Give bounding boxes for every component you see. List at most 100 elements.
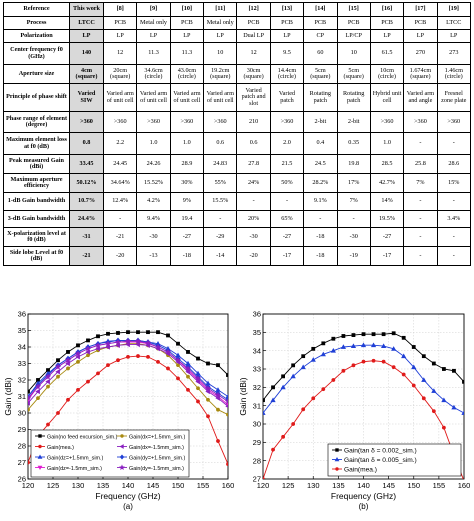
header-cell: [8] (102, 2, 138, 17)
legend-label: Gain(tan δ = 0.002_sim.) (344, 447, 417, 454)
data-point (54, 363, 62, 370)
table-cell: - (403, 227, 438, 247)
y-tick-label: 33 (253, 365, 261, 374)
table-cell: 60 (303, 42, 338, 65)
header-cell: [16] (369, 2, 405, 17)
table-cell: - (403, 246, 438, 266)
table-cell: PCB (336, 16, 371, 30)
y-tick-label: 34 (18, 343, 26, 352)
data-point (119, 454, 125, 460)
table-cell: 1.0 (169, 132, 205, 155)
table-cell: -17 (369, 246, 405, 266)
y-axis-label: Gain (dBi) (3, 377, 13, 415)
this-work-cell: 10.7% (69, 192, 104, 211)
this-work-cell: -21 (69, 246, 104, 266)
data-point (300, 364, 306, 370)
table-cell: 15% (436, 173, 471, 193)
this-work-cell: >360 (69, 111, 104, 133)
table-cell: PCB (236, 16, 271, 30)
table-cell: 34.64% (102, 173, 138, 193)
data-point (451, 404, 457, 410)
table-row: Process LTCC PCB Metal only PCB Metal only PCB… (3, 16, 471, 30)
table-cell: 15.5% (203, 192, 238, 211)
data-point (55, 369, 60, 375)
legend-label: Gain(dx=+1.5mm_sim.) (129, 434, 186, 440)
data-point (330, 347, 336, 353)
x-tick-label: 125 (47, 481, 60, 490)
legend-box (327, 443, 462, 477)
this-work-cell: 4cm (square) (69, 64, 104, 84)
table-cell: 28.2% (303, 173, 338, 193)
table-cell: Hybrid unit cell (369, 83, 405, 112)
data-point (360, 342, 367, 348)
legend-label: Gain(dx=-1.5mm_sim.) (129, 445, 184, 451)
table-row: Center frequency f0 (GHz) 140 12 11.3 11.3 10… (3, 42, 471, 65)
data-point (120, 434, 124, 438)
table-cell: 34.6cm (circle) (136, 64, 171, 84)
table-cell: 0.4 (303, 132, 338, 155)
data-point (452, 368, 456, 373)
table-cell: 7% (403, 173, 438, 193)
x-tick-label: 140 (357, 481, 370, 490)
table-cell: -20 (236, 246, 271, 266)
table-cell: 65% (269, 210, 305, 228)
data-point (206, 361, 210, 366)
legend: Gain(tan δ = 0.002_sim.) Gain(tan δ = 0.0… (327, 443, 462, 477)
table-cell: 24.26 (136, 154, 171, 174)
legend-item: Gain(dz=+1.5mm_sim.) (35, 454, 104, 461)
data-point (335, 467, 339, 471)
data-point (214, 391, 222, 398)
table-cell: - (236, 192, 271, 211)
table-cell: Dual LP (236, 29, 271, 43)
data-point (263, 398, 265, 403)
table-cell: 10 (203, 42, 238, 65)
table-cell: 1.674cm (square) (403, 64, 438, 84)
data-point (44, 373, 52, 380)
data-point (85, 349, 90, 355)
table-cell: 24.5 (303, 154, 338, 174)
data-point (391, 346, 397, 351)
x-axis-label: Frequency (GHz) (95, 491, 160, 501)
data-point (146, 330, 150, 335)
table-cell: Varied patch and slot (236, 83, 271, 112)
row-label: Principle of phase shift (3, 83, 70, 112)
table-cell: -30 (336, 227, 371, 247)
data-point (320, 351, 326, 357)
this-work-cell: 50.12% (69, 173, 104, 193)
y-tick-label: 26 (18, 475, 26, 484)
table-cell: 10 (336, 42, 371, 65)
table-cell: Varied patch (269, 83, 305, 112)
table-cell: LP (203, 29, 238, 43)
data-point (126, 355, 130, 359)
data-point (351, 333, 356, 337)
table-cell: 19.8 (336, 154, 371, 174)
table-row: Aperture size 4cm (square) 20cm (square) 34… (3, 64, 471, 84)
legend-label: Gain(dy=+1.5mm_sim.) (129, 455, 186, 461)
header-cell: [14] (303, 2, 338, 17)
table-cell: PCB (169, 16, 205, 30)
y-tick-label: 30 (253, 420, 261, 429)
data-point (136, 354, 140, 358)
data-point (341, 368, 346, 373)
table-row: Polarization LP LP LP LP LP Dual LP LP CP LP/CP LP… (3, 29, 471, 43)
data-point (224, 398, 228, 405)
data-point (442, 367, 446, 371)
data-point (28, 389, 30, 394)
table-cell: >360 (136, 111, 171, 133)
gain-chart-a: 120 125 130 135 140 145 150 155 160 26 27 28 29 30 31 3… (3, 310, 234, 511)
table-cell: 5cm (square) (336, 64, 371, 84)
data-point (204, 384, 212, 391)
table-cell: 17% (336, 173, 371, 193)
data-point (106, 363, 110, 368)
data-point (38, 434, 42, 438)
table-cell: 12 (236, 42, 271, 65)
x-tick-label: 150 (172, 481, 185, 490)
table-cell: 9% (169, 192, 205, 211)
y-tick-label: 28 (253, 456, 261, 465)
table-cell: 61.5 (369, 42, 405, 65)
table-row: Maximum aperture efficiency 50.12% 34.64% 1… (3, 173, 471, 193)
data-point (37, 454, 43, 459)
data-point (125, 341, 130, 348)
table-cell: - (403, 132, 438, 155)
legend-label: Gain(mea.) (344, 466, 377, 473)
